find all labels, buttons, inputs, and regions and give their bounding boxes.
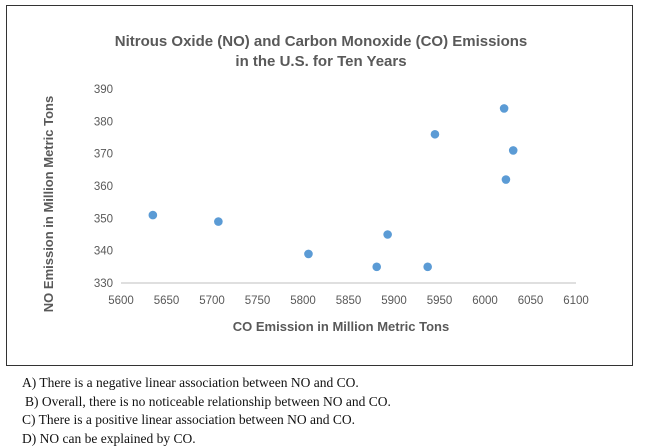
x-tick-label: 5700 xyxy=(199,295,225,307)
chart-title-line-1: Nitrous Oxide (NO) and Carbon Monoxide (… xyxy=(115,33,528,50)
plot-area: 5600 5650 5700 5750 5800 5850 5900 5950 6000 6050… xyxy=(94,84,589,307)
data-point xyxy=(148,210,158,220)
scatter-chart: Nitrous Oxide (NO) and Carbon Monoxide (… xyxy=(41,33,589,334)
x-tick-label: 5750 xyxy=(245,295,271,307)
chart-title-line-2: in the U.S. for Ten Years xyxy=(235,53,406,70)
data-point xyxy=(508,146,518,155)
y-tick-label: 340 xyxy=(94,246,113,258)
y-tick-label: 350 xyxy=(94,213,113,225)
data-point xyxy=(430,129,440,139)
x-tick-label: 5850 xyxy=(336,295,362,307)
choice-b[interactable]: B) Overall, there is no noticeable relat… xyxy=(25,393,391,409)
data-point xyxy=(214,217,223,226)
chart-frame: Nitrous Oxide (NO) and Carbon Monoxide (… xyxy=(6,5,633,366)
choice-c[interactable]: C) There is a positive linear associatio… xyxy=(22,412,356,427)
data-point xyxy=(304,249,313,259)
x-tick-label: 5900 xyxy=(381,295,407,307)
y-tick-label: 390 xyxy=(94,84,113,96)
answer-choices: A) There is a negative linear associatio… xyxy=(22,374,642,448)
data-point xyxy=(501,175,511,184)
x-tick-label: 6100 xyxy=(563,295,589,307)
x-axis-title: CO Emission in Million Metric Tons xyxy=(233,319,449,334)
x-tick-label: 5600 xyxy=(108,295,134,307)
x-tick-label: 5650 xyxy=(154,295,180,307)
x-tick-label: 5950 xyxy=(427,295,453,307)
x-tick-label: 5800 xyxy=(290,295,316,307)
y-axis-title: NO Emission in Million Metric Tons xyxy=(41,96,56,312)
y-tick-label: 360 xyxy=(94,181,113,193)
y-tick-label: 370 xyxy=(94,149,113,161)
x-tick-label: 6050 xyxy=(518,295,544,307)
choice-a[interactable]: A) There is a negative linear associatio… xyxy=(22,375,359,390)
choice-d[interactable]: D) NO can be explained by CO. xyxy=(22,430,196,446)
y-tick-label: 380 xyxy=(94,116,113,128)
y-tick-label: 330 xyxy=(94,278,113,290)
x-tick-label: 6000 xyxy=(472,295,498,307)
data-point xyxy=(372,262,382,272)
data-point xyxy=(499,104,509,113)
data-point xyxy=(423,262,432,272)
data-point xyxy=(383,230,392,239)
